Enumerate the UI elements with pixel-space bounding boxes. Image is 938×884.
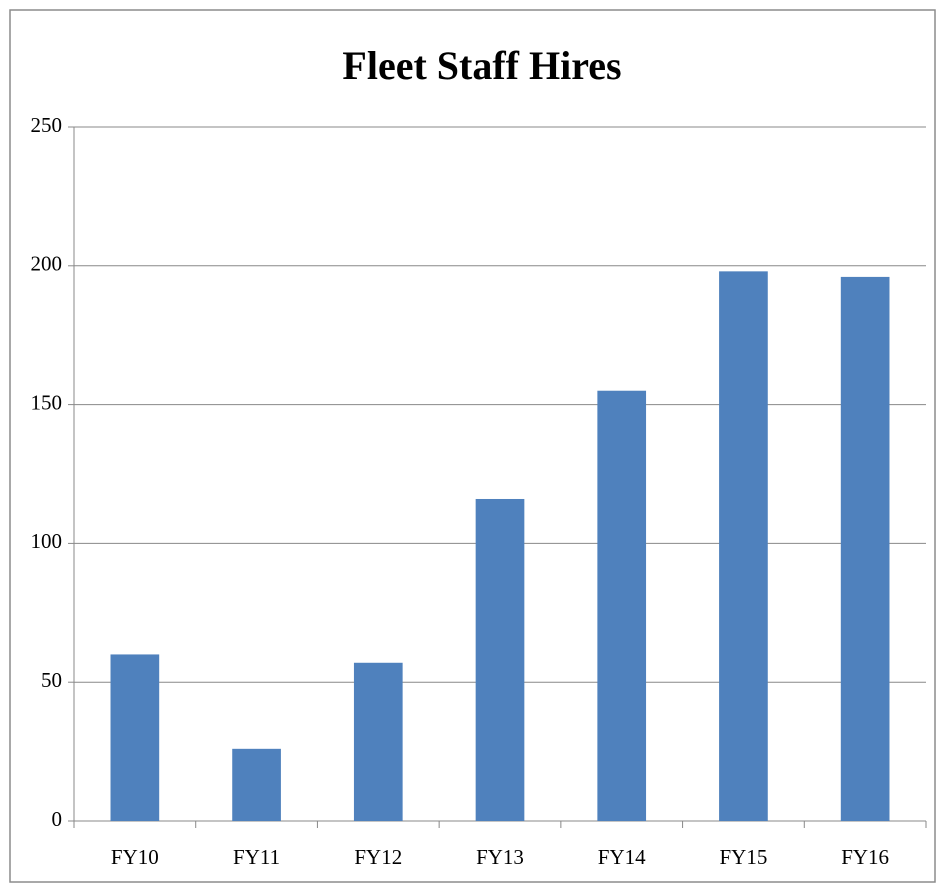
y-tick-label: 0 <box>52 807 63 831</box>
x-tick-label: FY16 <box>841 845 889 869</box>
bar <box>840 276 890 821</box>
bar <box>597 390 647 821</box>
x-tick-label: FY14 <box>598 845 646 869</box>
bar <box>719 271 768 821</box>
x-tick-label: FY13 <box>476 845 524 869</box>
bar <box>353 662 403 821</box>
y-tick-label: 250 <box>31 113 63 137</box>
y-tick-label: 50 <box>41 668 62 692</box>
bar <box>475 498 525 821</box>
x-tick-label: FY12 <box>354 845 402 869</box>
y-tick-label: 100 <box>31 529 63 553</box>
y-tick-label: 150 <box>31 390 63 414</box>
chart-title: Fleet Staff Hires <box>342 43 621 88</box>
bar <box>232 748 281 821</box>
bar <box>110 654 160 821</box>
x-tick-label: FY15 <box>719 845 767 869</box>
y-tick-label: 200 <box>31 252 63 276</box>
x-tick-label: FY11 <box>233 845 280 869</box>
chart-frame <box>9 9 936 883</box>
x-tick-label: FY10 <box>111 845 159 869</box>
